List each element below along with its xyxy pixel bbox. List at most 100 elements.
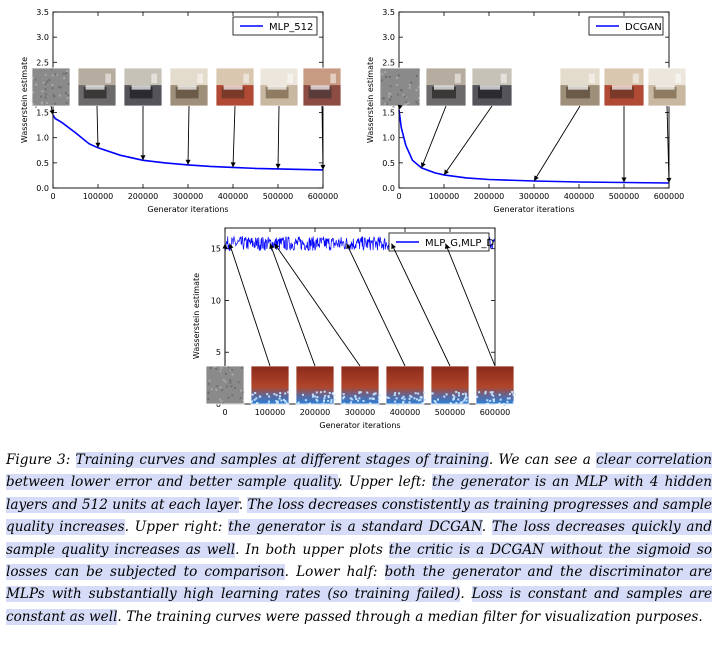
sample-noise-speck [58, 94, 61, 97]
sample-fail-speck [511, 391, 514, 393]
sample-noise-speck [41, 101, 43, 104]
y-tick-label: 1.0 [36, 134, 49, 143]
sample-room-bed [566, 87, 590, 99]
sample-fail-speck [493, 398, 495, 401]
y-axis-label: Wasserstein estimate [192, 273, 201, 359]
sample-image [169, 67, 209, 107]
sample-fail-speck [327, 400, 330, 402]
sample-noise-speck [53, 102, 56, 105]
sample-fail-speck [357, 399, 359, 402]
sample-noise-speck [219, 370, 222, 373]
sample-noise-speck [240, 389, 242, 392]
sample-fail-speck [358, 392, 361, 394]
sample-arrow [421, 105, 447, 169]
sample-noise-speck [405, 101, 408, 104]
sample-arrow [445, 243, 496, 367]
sample-arrowhead [222, 243, 228, 249]
sample-room-sheet [434, 85, 454, 90]
x-tick-label: 500000 [609, 192, 640, 201]
sample-noise-speck [66, 70, 69, 73]
caption-segment: . [238, 496, 248, 513]
sample-fail-speck [354, 395, 357, 398]
sample-noise-speck [400, 89, 403, 92]
sample-fail-bg [251, 366, 289, 404]
sample-room-window [500, 73, 507, 84]
sample-noise-speck [44, 96, 47, 99]
sample-fail-speck [490, 393, 493, 396]
sample-noise-speck [209, 367, 212, 370]
sample-room-window [243, 73, 250, 84]
sample-room-bed [265, 87, 289, 99]
sample-noise-speck [384, 102, 387, 105]
sample-fail-speck [395, 397, 398, 400]
legend-box [232, 16, 318, 36]
sample-fail-speck [316, 399, 319, 402]
sample-fail-speck [330, 399, 333, 402]
sample-fail-speck [276, 401, 279, 404]
sample-fail-speck [420, 396, 423, 399]
sample-noise-speck [46, 80, 49, 83]
sample-fail-speck [362, 400, 365, 402]
sample-fail-speck [491, 391, 494, 394]
sample-noise-speck [388, 92, 390, 95]
sample-fail-bg [296, 366, 334, 404]
sample-noise-speck [229, 381, 232, 384]
sample-noise-speck [231, 394, 234, 397]
sample-fail-speck [259, 395, 262, 398]
sample-noise-speck [215, 367, 218, 370]
caption-segment: . Lower half: [284, 564, 385, 581]
chart-lower: 0 5 10 15 0 100000 200000 300000 400000 500000 600… [190, 222, 530, 434]
sample-fail-speck [449, 402, 452, 405]
sample-fail-speck [378, 394, 381, 396]
sample-arrowhead [230, 162, 236, 168]
sample-fail-speck [386, 396, 389, 399]
sample-noise-speck [226, 385, 228, 388]
y-tick-label: 3.5 [36, 8, 49, 17]
sample-noise-speck [386, 103, 389, 106]
sample-noise-speck [207, 397, 210, 400]
sample-room-sheet [267, 85, 287, 90]
sample-noise-speck [207, 391, 210, 394]
y-axis-label: Wasserstein estimate [366, 57, 375, 143]
sample-room-bed [478, 87, 502, 99]
sample-noise-speck [418, 97, 421, 100]
sample-noise-speck [67, 83, 70, 86]
sample-fail-speck [324, 394, 327, 397]
sample-arrowhead [274, 243, 280, 250]
sample-noise-speck [44, 73, 47, 76]
sample-fail-speck [280, 399, 283, 402]
sample-arrowhead [269, 243, 275, 250]
sample-noise-speck [44, 82, 47, 85]
sample-noise-speck [227, 396, 230, 399]
x-tick-label: 600000 [308, 192, 339, 201]
x-tick-label: 100000 [429, 192, 460, 201]
x-axis-label: Generator iterations [147, 205, 228, 214]
sample-arrow [443, 105, 493, 176]
sample-noise-speck [62, 72, 65, 75]
sample-arrow [96, 105, 99, 148]
x-tick-label: 300000 [519, 192, 550, 201]
sample-room-bed [432, 87, 456, 99]
sample-fail-speck [343, 395, 346, 398]
sample-arrowhead [275, 163, 281, 169]
sample-fail-speck [394, 400, 397, 403]
sample-fail-speck [484, 392, 487, 395]
sample-fail-speck [268, 400, 270, 403]
sample-noise-speck [46, 102, 49, 104]
sample-fail-speck [445, 393, 448, 396]
caption-segment: . [481, 519, 492, 536]
sample-fail-speck [315, 398, 318, 401]
sample-fail-speck [478, 391, 481, 394]
sample-fail-speck [255, 397, 258, 400]
y-tick-label: 2.5 [382, 58, 395, 67]
x-tick-label: 200000 [300, 408, 331, 417]
sample-fail-speck [304, 399, 307, 402]
y-tick-label: 5 [216, 348, 221, 357]
sample-noise-speck [65, 72, 68, 75]
y-tick-label: 3.0 [382, 33, 395, 42]
sample-noise-speck [231, 369, 234, 372]
sample-room-bed [653, 87, 677, 99]
sample-fail-speck [434, 401, 437, 404]
sample-fail-speck [452, 397, 455, 400]
y-tick-label: 3.0 [36, 33, 49, 42]
